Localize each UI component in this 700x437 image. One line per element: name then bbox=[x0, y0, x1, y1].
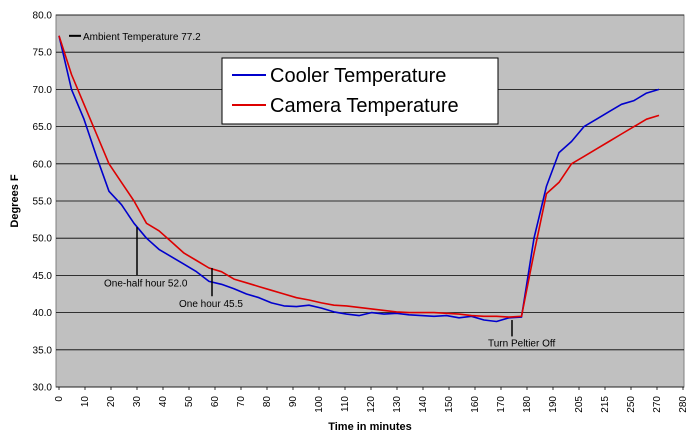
y-tick-label: 70.0 bbox=[33, 85, 53, 96]
y-tick-label: 50.0 bbox=[33, 234, 53, 245]
x-tick-label: 140 bbox=[418, 396, 429, 413]
x-tick-label: 0 bbox=[54, 396, 65, 402]
y-tick-label: 65.0 bbox=[33, 122, 53, 133]
x-tick-label: 20 bbox=[106, 396, 117, 408]
y-tick-label: 60.0 bbox=[33, 159, 53, 170]
x-axis-title: Time in minutes bbox=[328, 421, 412, 433]
x-tick-label: 180 bbox=[522, 396, 533, 413]
x-tick-label: 60 bbox=[210, 396, 221, 408]
x-tick-label: 10 bbox=[80, 396, 91, 408]
x-tick-label: 90 bbox=[288, 396, 299, 408]
x-tick-label: 280 bbox=[678, 396, 689, 413]
x-tick-label: 270 bbox=[652, 396, 663, 413]
x-tick-label: 160 bbox=[470, 396, 481, 413]
legend-label-camera: Camera Temperature bbox=[270, 95, 459, 117]
annotations: Ambient Temperature 77.2 One-half hour 52… bbox=[69, 32, 555, 349]
y-tick-label: 40.0 bbox=[33, 308, 53, 319]
x-tick-label: 170 bbox=[496, 396, 507, 413]
y-axis-title: Degrees F bbox=[9, 174, 21, 227]
annotation-one-hour: One hour 45.5 bbox=[179, 299, 243, 310]
legend: Cooler Temperature Camera Temperature bbox=[221, 57, 499, 125]
y-tick-label: 55.0 bbox=[33, 197, 53, 208]
series-line-cooler bbox=[58, 35, 660, 323]
y-axis: 30.0 35.0 40.0 45.0 50.0 55.0 60.0 65.0 70.0 75.0… bbox=[33, 11, 53, 394]
x-tick-label: 120 bbox=[366, 396, 377, 413]
x-tick-label: 250 bbox=[626, 396, 637, 413]
x-tick-label: 100 bbox=[314, 396, 325, 413]
x-tick-label: 70 bbox=[236, 396, 247, 408]
y-tick-label: 75.0 bbox=[33, 48, 53, 59]
y-tick-label: 45.0 bbox=[33, 271, 53, 282]
y-tick-label: 35.0 bbox=[33, 345, 53, 356]
x-tick-label: 190 bbox=[548, 396, 559, 413]
series-lines bbox=[58, 35, 660, 323]
legend-label-cooler: Cooler Temperature bbox=[270, 65, 446, 87]
annotation-half-hour: One-half hour 52.0 bbox=[104, 278, 188, 289]
x-tick-label: 110 bbox=[340, 396, 351, 412]
x-tick-label: 30 bbox=[132, 396, 143, 408]
series-line-camera bbox=[58, 35, 660, 318]
x-tick-label: 215 bbox=[600, 396, 611, 413]
x-tick-label: 40 bbox=[158, 396, 169, 408]
x-tick-label: 80 bbox=[262, 396, 273, 408]
x-tick-label: 150 bbox=[444, 396, 455, 413]
y-tick-label: 30.0 bbox=[33, 383, 53, 394]
legend-box bbox=[221, 57, 499, 125]
annotation-ambient: Ambient Temperature 77.2 bbox=[83, 32, 201, 43]
y-tick-label: 80.0 bbox=[33, 11, 53, 22]
x-tick-label: 50 bbox=[184, 396, 195, 408]
x-tick-label: 205 bbox=[574, 396, 585, 413]
x-axis: 0 10 20 30 40 50 60 70 80 90 100 110 120 130 140 150 160… bbox=[54, 387, 689, 413]
x-tick-label: 130 bbox=[392, 396, 403, 413]
annotation-peltier-off: Turn Peltier Off bbox=[488, 338, 555, 349]
